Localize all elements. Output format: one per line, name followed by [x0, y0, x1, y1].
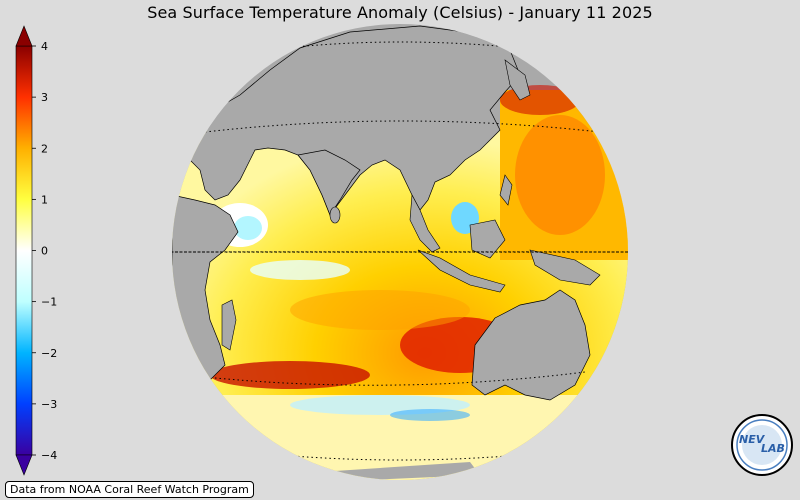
land-japan	[504, 59, 531, 101]
warm-patch-pacific	[515, 115, 605, 235]
hot-patch-japan	[500, 85, 580, 115]
colorbar: 4 3 2 1 0 −1 −2 −3 −4	[15, 25, 57, 476]
colorbar-extend-min	[15, 454, 33, 476]
land-new-guinea	[529, 249, 601, 286]
colorbar-tick-label: −1	[41, 296, 57, 309]
land-madagascar	[221, 299, 237, 351]
colorbar-tick-label: 0	[41, 245, 48, 258]
colorbar-tick-label: 1	[41, 193, 48, 206]
cool-band-equatorial	[250, 260, 350, 280]
colorbar-ticks: 4 3 2 1 0 −1 −2 −3 −4	[32, 40, 57, 462]
land-australia	[471, 289, 591, 401]
pale-patch-southeast	[570, 402, 628, 438]
colorbar-tick-label: 4	[41, 40, 48, 53]
nevlab-logo: NEV LAB	[731, 414, 793, 476]
colorbar-tick-label: −4	[41, 449, 57, 462]
cool-streak-south	[390, 409, 470, 421]
colorbar-tick-label: −3	[41, 398, 57, 411]
cool-patch-core	[234, 216, 262, 240]
parallel-30s	[214, 371, 586, 386]
colorbar-tick-label: −2	[41, 347, 57, 360]
land-malay-peninsula	[409, 193, 441, 253]
land-borneo	[469, 219, 506, 259]
globe	[172, 24, 628, 480]
colorbar-extend-max	[15, 25, 33, 47]
land-india	[297, 149, 361, 216]
colorbar-tick-label: 2	[41, 142, 48, 155]
data-credit: Data from NOAA Coral Reef Watch Program	[5, 481, 254, 498]
logo-text-lab: LAB	[761, 442, 785, 455]
graticule	[172, 41, 628, 461]
map-title: Sea Surface Temperature Anomaly (Celsius…	[147, 3, 653, 22]
land-sri-lanka	[329, 206, 341, 224]
hot-anomaly-south-africa-current	[210, 361, 370, 389]
parallel-30n	[204, 120, 601, 133]
logo-text-nev: NEV	[739, 433, 766, 446]
colorbar-body	[15, 45, 33, 456]
colorbar-tick-label: 3	[41, 91, 48, 104]
land-philippines	[499, 174, 513, 206]
land-indonesia	[417, 249, 506, 293]
warm-band	[290, 290, 470, 330]
